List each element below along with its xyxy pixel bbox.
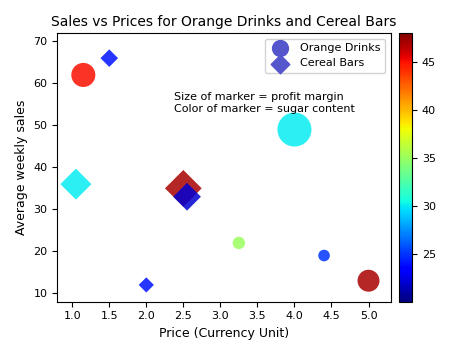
Point — [183, 194, 191, 200]
Point — [365, 278, 372, 284]
Point — [320, 253, 328, 258]
Point — [105, 55, 113, 61]
Legend: Orange Drinks, Cereal Bars: Orange Drinks, Cereal Bars — [264, 38, 385, 73]
Point — [235, 240, 243, 246]
X-axis label: Price (Currency Unit): Price (Currency Unit) — [159, 327, 289, 340]
Point — [80, 72, 87, 78]
Text: Size of marker = profit margin
Color of marker = sugar content: Size of marker = profit margin Color of … — [174, 92, 355, 114]
Point — [72, 181, 80, 187]
Point — [143, 282, 150, 288]
Point — [291, 127, 298, 132]
Y-axis label: Average weekly sales: Average weekly sales — [15, 100, 28, 235]
Point — [180, 186, 187, 191]
Title: Sales vs Prices for Orange Drinks and Cereal Bars: Sales vs Prices for Orange Drinks and Ce… — [51, 15, 397, 29]
